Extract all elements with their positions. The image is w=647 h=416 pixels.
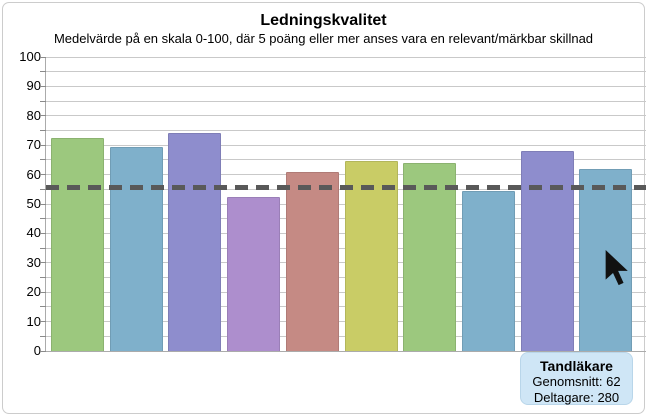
y-axis-tick	[40, 277, 46, 278]
y-axis-tick	[40, 321, 46, 323]
bar[interactable]	[168, 133, 222, 351]
chart-title: Ledningskvalitet	[260, 12, 387, 29]
chart-subtitle: Medelvärde på en skala 0-100, där 5 poän…	[53, 31, 594, 46]
gridline	[46, 85, 646, 87]
bar[interactable]	[227, 196, 281, 351]
y-axis-tick-label: 80	[26, 107, 41, 123]
reference-dashed-line	[46, 185, 646, 191]
plot-area	[40, 56, 646, 352]
y-axis-tick-label: 0	[33, 343, 41, 358]
bar[interactable]	[461, 190, 515, 351]
gridline	[46, 130, 646, 131]
y-axis-tick	[40, 232, 46, 234]
y-axis-tick-label: 40	[26, 225, 41, 241]
y-axis-tick	[40, 144, 46, 146]
gridline	[46, 115, 646, 117]
bar[interactable]	[344, 161, 398, 351]
y-axis-tick	[40, 218, 46, 220]
bar[interactable]	[285, 171, 339, 351]
bar[interactable]	[109, 146, 163, 351]
y-axis-tick	[40, 188, 46, 190]
gridline	[46, 100, 646, 102]
y-axis-tick	[40, 115, 46, 117]
y-axis-tick-label: 20	[26, 284, 41, 300]
tooltip: Tandläkare Genomsnitt: 62 Deltagare: 280	[520, 352, 633, 405]
gridline	[46, 144, 646, 146]
tooltip-title: Tandläkare	[540, 358, 613, 374]
bar[interactable]	[51, 137, 104, 351]
y-axis-tick	[40, 247, 46, 249]
y-axis-tick	[40, 335, 46, 337]
x-axis-line	[46, 351, 646, 352]
y-axis-tick-label: 50	[26, 196, 41, 211]
y-axis-tick	[40, 159, 46, 161]
y-axis-tick-label: 70	[26, 137, 41, 153]
y-axis-tick	[40, 100, 46, 102]
y-axis-line	[45, 57, 46, 352]
gridline	[46, 159, 646, 161]
y-axis-tick	[40, 56, 46, 58]
gridline	[46, 71, 646, 73]
y-axis-tick	[40, 350, 46, 352]
y-axis-tick	[40, 262, 46, 264]
y-axis-tick	[40, 85, 46, 87]
y-axis-tick	[40, 71, 46, 73]
tooltip-participants: Deltagare: 280	[533, 390, 620, 405]
y-axis-tick	[40, 203, 46, 205]
y-axis-tick	[40, 291, 46, 293]
bar[interactable]	[520, 151, 574, 351]
y-axis-tick-label: 10	[26, 313, 41, 329]
tooltip-average: Genomsnitt: 62	[532, 374, 621, 389]
y-axis-tick-label: 100	[19, 49, 41, 64]
y-axis-tick	[40, 174, 46, 176]
bar[interactable]	[403, 162, 457, 351]
gridline	[46, 56, 646, 58]
arrow-cursor-icon	[605, 250, 628, 286]
y-axis-tick	[40, 130, 46, 131]
y-axis-tick	[40, 306, 46, 308]
y-axis-tick-label: 30	[26, 254, 41, 270]
y-axis-tick-label: 90	[26, 78, 41, 94]
y-axis-tick-label: 60	[26, 166, 41, 182]
